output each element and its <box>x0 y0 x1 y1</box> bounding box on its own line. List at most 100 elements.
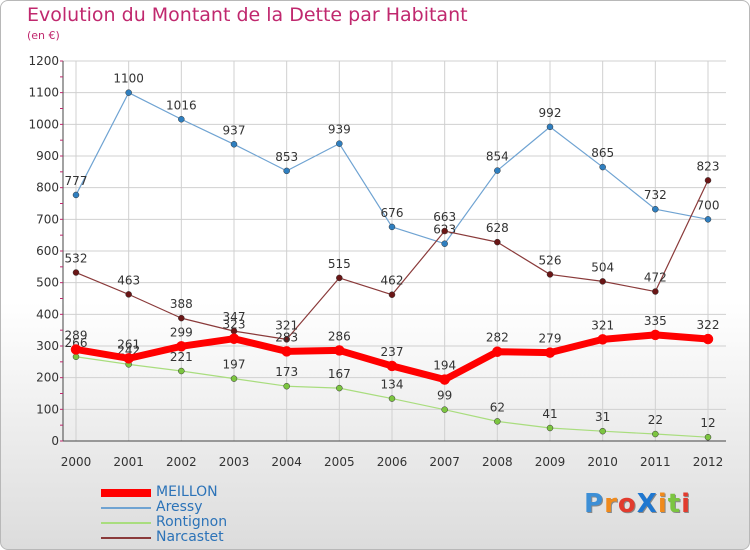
data-point-meillon <box>544 347 556 358</box>
x-tick-label: 2009 <box>535 455 566 469</box>
data-point-narcastet <box>546 271 554 278</box>
data-label-narcastet: 347 <box>223 310 246 324</box>
data-label-aressy: 853 <box>275 150 298 164</box>
data-label-aressy: 1100 <box>113 72 144 86</box>
data-label-rontignon: 173 <box>275 365 298 379</box>
legend-item-meillon: MEILLON <box>101 485 227 500</box>
x-tick-label: 2005 <box>324 455 355 469</box>
data-label-meillon: 323 <box>223 318 246 332</box>
data-point-narcastet <box>72 269 80 276</box>
data-point-narcastet <box>283 336 290 343</box>
x-tick-label: 2011 <box>640 455 671 469</box>
y-tick-label: 700 <box>36 212 59 226</box>
x-tick-label: 2010 <box>587 455 618 469</box>
data-label-aressy: 854 <box>486 150 509 164</box>
data-label-meillon: 321 <box>591 318 614 332</box>
legend-swatch-aressy <box>101 506 151 509</box>
data-point-aressy <box>494 167 501 174</box>
data-label-aressy: 732 <box>644 188 667 202</box>
data-point-meillon <box>176 341 187 352</box>
data-label-aressy: 937 <box>223 123 246 137</box>
data-point-rontignon <box>652 430 659 438</box>
chart-title: Evolution du Montant de la Dette par Hab… <box>27 4 468 26</box>
y-tick-label: 600 <box>36 244 59 258</box>
data-point-meillon <box>597 334 608 345</box>
data-label-rontignon: 197 <box>223 358 246 372</box>
data-point-aressy <box>336 140 343 147</box>
data-label-narcastet: 462 <box>381 274 404 288</box>
data-label-aressy: 992 <box>539 106 562 120</box>
legend-item-rontignon: Rontignon <box>101 515 227 530</box>
data-point-aressy <box>230 141 238 148</box>
x-tick-label: 2002 <box>166 455 197 469</box>
data-label-narcastet: 526 <box>539 253 562 267</box>
data-label-narcastet: 628 <box>486 221 509 235</box>
x-tick-label: 2001 <box>113 455 144 469</box>
x-tick-label: 2004 <box>271 455 302 469</box>
x-tick-label: 2006 <box>377 455 408 469</box>
data-label-meillon: 237 <box>381 345 404 359</box>
data-point-narcastet <box>336 274 343 282</box>
data-label-aressy: 700 <box>697 198 720 212</box>
legend-swatch-narcastet <box>101 536 151 539</box>
data-label-rontignon: 99 <box>437 389 452 403</box>
data-point-narcastet <box>599 278 606 285</box>
data-label-rontignon: 266 <box>65 336 88 350</box>
data-label-narcastet: 823 <box>697 159 720 173</box>
data-label-narcastet: 532 <box>65 252 88 266</box>
data-point-meillon <box>228 333 240 344</box>
data-label-meillon: 286 <box>328 329 351 343</box>
legend-label-aressy: Aressy <box>156 499 203 515</box>
data-label-rontignon: 12 <box>700 416 715 430</box>
y-tick-label: 200 <box>36 371 59 385</box>
y-tick-label: 800 <box>36 181 59 195</box>
data-label-meillon: 283 <box>275 330 298 344</box>
data-label-aressy: 939 <box>328 123 351 137</box>
data-point-meillon <box>702 333 714 345</box>
data-label-narcastet: 663 <box>433 210 456 224</box>
data-point-aressy <box>546 123 554 131</box>
data-point-rontignon <box>704 433 712 441</box>
data-label-narcastet: 472 <box>644 271 667 285</box>
data-point-rontignon <box>599 427 606 435</box>
x-tick-label: 2007 <box>429 455 460 469</box>
data-label-narcastet: 504 <box>591 260 614 274</box>
data-label-rontignon: 62 <box>490 400 505 414</box>
data-point-aressy <box>704 216 712 223</box>
data-label-rontignon: 221 <box>170 350 193 364</box>
data-label-rontignon: 31 <box>595 410 610 424</box>
data-point-meillon <box>439 374 450 385</box>
data-label-meillon: 335 <box>644 314 667 328</box>
chart-legend: MEILLON Aressy Rontignon Narcastet <box>101 485 227 545</box>
data-point-rontignon <box>283 382 290 390</box>
data-label-meillon: 261 <box>117 337 140 351</box>
data-label-meillon: 299 <box>170 325 193 339</box>
y-tick-label: 1100 <box>28 86 59 100</box>
legend-label-narcastet: Narcastet <box>156 529 224 545</box>
data-label-aressy: 777 <box>65 174 88 188</box>
data-point-narcastet <box>494 238 501 246</box>
data-point-aressy <box>283 167 290 175</box>
x-tick-label: 2008 <box>482 455 513 469</box>
data-point-rontignon <box>388 395 396 402</box>
data-point-aressy <box>72 191 80 199</box>
data-label-aressy: 676 <box>381 206 404 220</box>
legend-label-rontignon: Rontignon <box>156 514 228 530</box>
data-label-narcastet: 321 <box>275 318 298 332</box>
data-point-narcastet <box>388 291 396 298</box>
data-point-narcastet <box>704 177 712 184</box>
y-tick-label: 300 <box>36 339 59 353</box>
x-tick-label: 2012 <box>693 455 724 469</box>
data-point-narcastet <box>441 227 448 235</box>
data-label-aressy: 1016 <box>166 98 197 112</box>
data-label-narcastet: 388 <box>170 297 193 311</box>
data-point-meillon <box>123 353 134 364</box>
proxiti-logo: ProXiti <box>584 489 692 519</box>
y-tick-label: 0 <box>51 434 59 448</box>
data-label-narcastet: 515 <box>328 257 351 271</box>
data-point-meillon <box>650 329 661 341</box>
data-point-rontignon <box>178 367 185 375</box>
data-point-narcastet <box>178 314 185 322</box>
y-tick-label: 100 <box>36 402 59 416</box>
